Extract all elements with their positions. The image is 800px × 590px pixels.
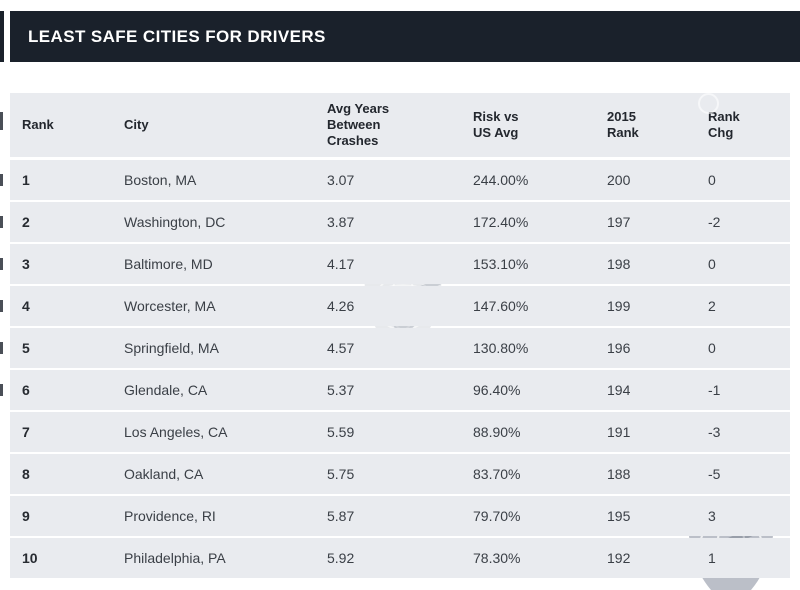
table-row: 1 Boston, MA 3.07 244.00% 200 0	[10, 160, 790, 200]
left-edge-crop-artifact	[0, 112, 3, 130]
col-header-2015-rank: 2015 Rank	[607, 108, 639, 140]
cell-avg-years: 3.07	[327, 172, 355, 188]
cell-rank: 10	[22, 550, 38, 566]
cell-rank-chg: 1	[708, 550, 716, 566]
cell-rank-chg: 0	[708, 340, 716, 356]
col-header-rank: Rank	[22, 116, 54, 132]
cell-city: Baltimore, MD	[124, 256, 213, 272]
col-header-risk: Risk vs US Avg	[473, 108, 519, 140]
cell-rank-chg: -5	[708, 466, 721, 482]
table-row: 7 Los Angeles, CA 5.59 88.90% 191 -3	[10, 412, 790, 452]
cell-avg-years: 5.87	[327, 508, 355, 524]
cell-risk: 88.90%	[473, 424, 521, 440]
cell-2015-rank: 199	[607, 298, 631, 314]
table-row: 2 Washington, DC 3.87 172.40% 197 -2	[10, 202, 790, 242]
cell-rank-chg: -3	[708, 424, 721, 440]
cell-rank-chg: 3	[708, 508, 716, 524]
cell-rank-chg: 0	[708, 172, 716, 188]
cell-2015-rank: 188	[607, 466, 631, 482]
cell-risk: 79.70%	[473, 508, 521, 524]
cell-risk: 130.80%	[473, 340, 529, 356]
cell-rank: 4	[22, 298, 30, 314]
cell-2015-rank: 195	[607, 508, 631, 524]
cell-avg-years: 4.26	[327, 298, 355, 314]
left-edge-crop-artifact	[0, 300, 3, 312]
table-row: 8 Oakland, CA 5.75 83.70% 188 -5	[10, 454, 790, 494]
table-row: 6 Glendale, CA 5.37 96.40% 194 -1	[10, 370, 790, 410]
cell-risk: 96.40%	[473, 382, 521, 398]
cell-avg-years: 4.17	[327, 256, 355, 272]
table-body: 1 Boston, MA 3.07 244.00% 200 0 2 Washin…	[10, 160, 790, 578]
table-row: 5 Springfield, MA 4.57 130.80% 196 0	[10, 328, 790, 368]
cell-rank-chg: 2	[708, 298, 716, 314]
cell-avg-years: 5.92	[327, 550, 355, 566]
cell-rank: 1	[22, 172, 30, 188]
cell-risk: 78.30%	[473, 550, 521, 566]
cell-city: Worcester, MA	[124, 298, 216, 314]
left-edge-crop-artifact	[0, 216, 3, 228]
cell-city: Philadelphia, PA	[124, 550, 226, 566]
cell-rank-chg: -1	[708, 382, 721, 398]
cell-risk: 172.40%	[473, 214, 529, 230]
left-edge-crop-artifact	[0, 258, 3, 270]
left-edge-crop-artifact	[0, 174, 3, 186]
cell-2015-rank: 194	[607, 382, 631, 398]
cell-city: Los Angeles, CA	[124, 424, 228, 440]
cell-risk: 147.60%	[473, 298, 529, 314]
left-edge-crop-artifact	[0, 342, 3, 354]
table-row: 9 Providence, RI 5.87 79.70% 195 3	[10, 496, 790, 536]
cell-2015-rank: 192	[607, 550, 631, 566]
cell-rank: 2	[22, 214, 30, 230]
left-edge-banner-artifact	[0, 11, 4, 62]
cell-rank: 9	[22, 508, 30, 524]
cell-risk: 244.00%	[473, 172, 529, 188]
cell-rank: 7	[22, 424, 30, 440]
cell-risk: 83.70%	[473, 466, 521, 482]
cell-risk: 153.10%	[473, 256, 529, 272]
cell-city: Providence, RI	[124, 508, 216, 524]
cell-city: Boston, MA	[124, 172, 197, 188]
cell-rank: 5	[22, 340, 30, 356]
col-header-city: City	[124, 116, 149, 132]
title-banner: LEAST SAFE CITIES FOR DRIVERS	[10, 11, 800, 62]
cell-city: Oakland, CA	[124, 466, 204, 482]
cell-avg-years: 5.75	[327, 466, 355, 482]
cell-2015-rank: 198	[607, 256, 631, 272]
cell-rank-chg: 0	[708, 256, 716, 272]
cell-avg-years: 4.57	[327, 340, 355, 356]
cell-rank-chg: -2	[708, 214, 721, 230]
cell-2015-rank: 196	[607, 340, 631, 356]
least-safe-cities-table: Rank City Avg Years Between Crashes Risk…	[10, 93, 790, 580]
cell-avg-years: 3.87	[327, 214, 355, 230]
table-header-row: Rank City Avg Years Between Crashes Risk…	[10, 93, 790, 157]
cell-avg-years: 5.37	[327, 382, 355, 398]
faint-globe-artifact	[698, 93, 719, 114]
table-row: 3 Baltimore, MD 4.17 153.10% 198 0	[10, 244, 790, 284]
page-title: LEAST SAFE CITIES FOR DRIVERS	[28, 26, 326, 46]
col-header-avg-years: Avg Years Between Crashes	[327, 100, 390, 149]
cell-avg-years: 5.59	[327, 424, 355, 440]
cell-rank: 3	[22, 256, 30, 272]
cell-city: Springfield, MA	[124, 340, 219, 356]
table-row: 10 Philadelphia, PA 5.92 78.30% 192 1	[10, 538, 790, 578]
cell-2015-rank: 200	[607, 172, 631, 188]
cell-2015-rank: 197	[607, 214, 631, 230]
col-header-rank-chg: Rank Chg	[708, 108, 740, 140]
table-row: 4 Worcester, MA 4.26 147.60% 199 2	[10, 286, 790, 326]
cell-rank: 8	[22, 466, 30, 482]
cell-city: Washington, DC	[124, 214, 226, 230]
cell-rank: 6	[22, 382, 30, 398]
left-edge-crop-artifact	[0, 384, 3, 396]
cell-2015-rank: 191	[607, 424, 631, 440]
cell-city: Glendale, CA	[124, 382, 208, 398]
